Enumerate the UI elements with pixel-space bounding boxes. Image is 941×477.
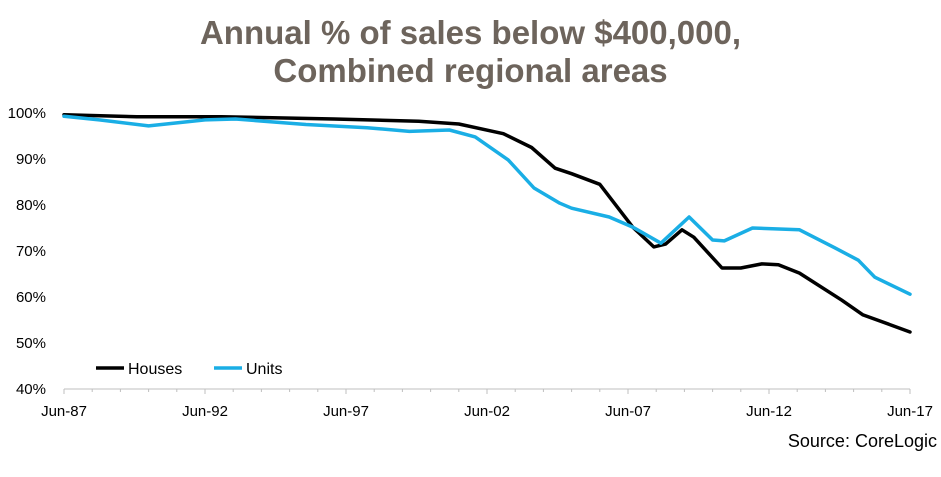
- legend-label-houses: Houses: [128, 361, 182, 378]
- y-tick-label: 80%: [16, 197, 46, 214]
- y-tick-label: 40%: [16, 381, 46, 398]
- y-tick-label: 50%: [16, 335, 46, 352]
- chart-title-line-2: Combined regional areas: [273, 52, 668, 89]
- x-tick-label: Jun-87: [41, 403, 87, 420]
- x-tick-label: Jun-02: [464, 403, 510, 420]
- x-tick-label: Jun-92: [182, 403, 228, 420]
- series-line-units: [62, 114, 912, 296]
- chart-title: Annual % of sales below $400,000, Combin…: [0, 14, 941, 90]
- y-tick-label: 100%: [8, 105, 46, 122]
- x-tick-label: Jun-17: [887, 403, 933, 420]
- y-tick-label: 70%: [16, 243, 46, 260]
- source-note: Source: CoreLogic: [787, 431, 937, 451]
- x-tick-label: Jun-12: [746, 403, 792, 420]
- series-line-houses: [62, 113, 912, 334]
- legend-label-units: Units: [246, 361, 282, 378]
- chart-title-line-1: Annual % of sales below $400,000,: [199, 14, 742, 51]
- x-tick-label: Jun-07: [605, 403, 651, 420]
- y-tick-label: 60%: [16, 289, 46, 306]
- x-tick-label: Jun-97: [323, 403, 369, 420]
- y-tick-label: 90%: [16, 151, 46, 168]
